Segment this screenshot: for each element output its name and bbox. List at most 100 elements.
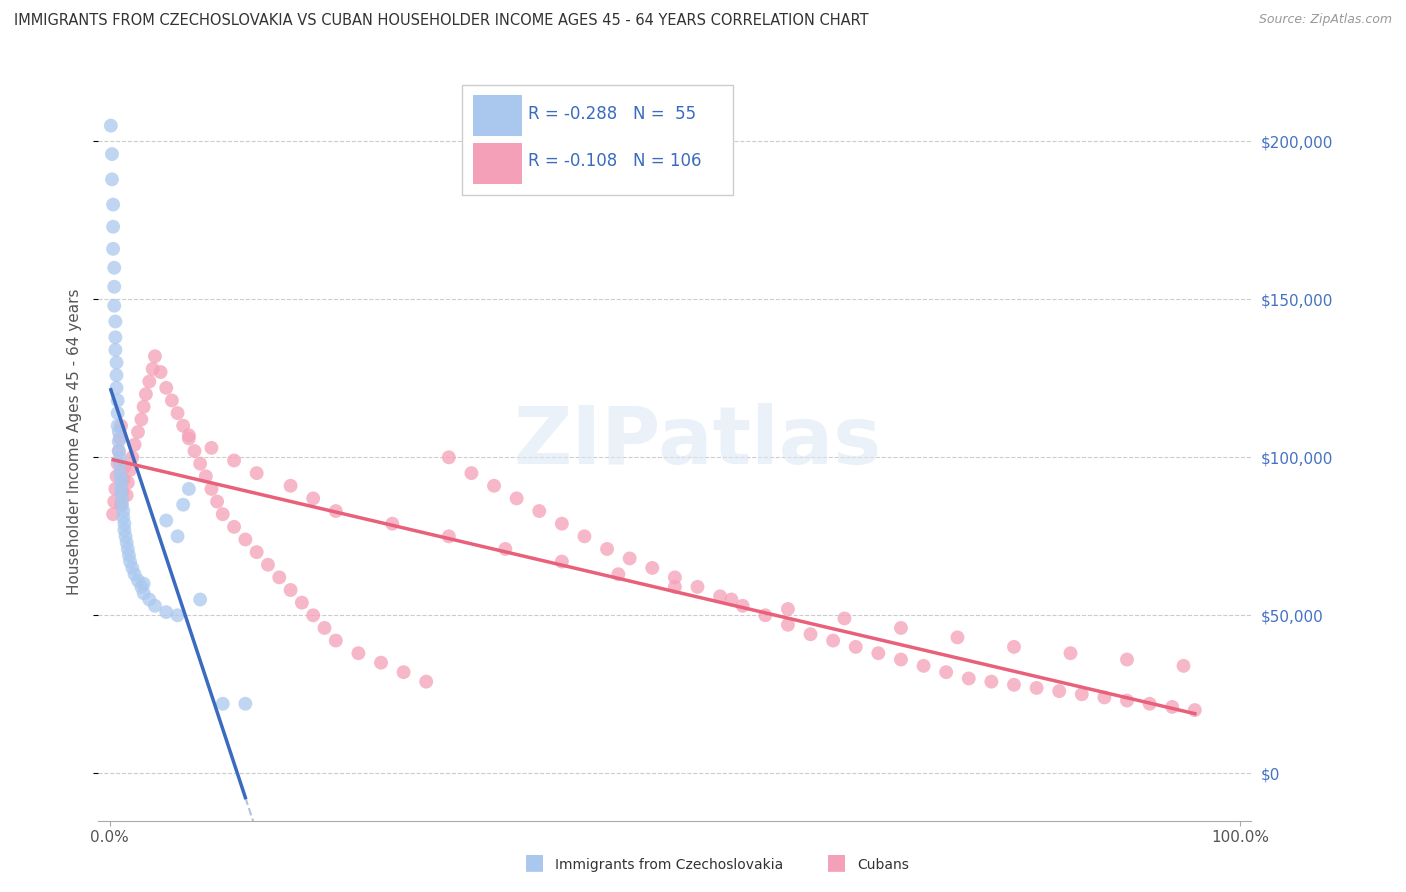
Point	[890, 621, 912, 635]
Point	[101, 219, 124, 234]
Point	[551, 516, 574, 531]
Point	[107, 444, 129, 458]
Point	[121, 450, 143, 465]
FancyBboxPatch shape	[461, 85, 733, 195]
Point	[177, 428, 200, 442]
Point	[101, 172, 124, 186]
Point	[1025, 681, 1047, 695]
Point	[437, 450, 460, 465]
Point	[131, 580, 153, 594]
Point	[112, 459, 135, 474]
Point	[302, 608, 325, 623]
Point	[142, 362, 165, 376]
Point	[415, 674, 437, 689]
Point	[868, 646, 890, 660]
Point	[101, 147, 124, 161]
Point	[1059, 646, 1081, 660]
Point	[1161, 699, 1184, 714]
Point	[935, 665, 957, 680]
Point	[107, 425, 129, 439]
Point	[107, 434, 129, 449]
Point	[112, 473, 135, 487]
Point	[205, 494, 228, 508]
Point	[1047, 684, 1070, 698]
Text: ■: ■	[827, 853, 846, 872]
Point	[235, 533, 257, 547]
Point	[149, 365, 172, 379]
Point	[172, 498, 194, 512]
Point	[664, 580, 686, 594]
Point	[135, 387, 157, 401]
Point	[641, 561, 664, 575]
Point	[110, 418, 132, 433]
Point	[107, 444, 129, 458]
Point	[280, 582, 302, 597]
Point	[280, 479, 302, 493]
Point	[1184, 703, 1206, 717]
FancyBboxPatch shape	[472, 143, 522, 184]
Point	[1116, 693, 1139, 707]
Text: ZIPatlas: ZIPatlas	[513, 402, 882, 481]
FancyBboxPatch shape	[472, 95, 522, 136]
Point	[105, 368, 128, 383]
Point	[100, 119, 122, 133]
Point	[183, 444, 205, 458]
Text: Source: ZipAtlas.com: Source: ZipAtlas.com	[1258, 13, 1392, 27]
Point	[107, 406, 129, 420]
Point	[1116, 652, 1139, 666]
Point	[845, 640, 868, 654]
Point	[946, 631, 969, 645]
Point	[101, 197, 124, 211]
Point	[291, 596, 314, 610]
Point	[709, 590, 731, 604]
Point	[132, 586, 155, 600]
Point	[112, 516, 135, 531]
Point	[172, 418, 194, 433]
Text: R = -0.288   N =  55: R = -0.288 N = 55	[529, 105, 696, 123]
Point	[103, 299, 125, 313]
Point	[381, 516, 404, 531]
Point	[132, 576, 155, 591]
Point	[103, 494, 125, 508]
Point	[120, 555, 142, 569]
Point	[101, 242, 124, 256]
Point	[155, 514, 177, 528]
Point	[121, 561, 143, 575]
Point	[166, 529, 188, 543]
Point	[188, 457, 211, 471]
Point	[107, 393, 129, 408]
Point	[104, 330, 127, 344]
Point	[108, 466, 131, 480]
Point	[686, 580, 709, 594]
Point	[104, 314, 127, 328]
Point	[302, 491, 325, 506]
Point	[246, 545, 269, 559]
Point	[619, 551, 641, 566]
Point	[731, 599, 754, 613]
Text: Cubans: Cubans	[858, 858, 910, 872]
Point	[194, 469, 217, 483]
Point	[1092, 690, 1115, 705]
Point	[127, 574, 149, 588]
Point	[257, 558, 280, 572]
Point	[392, 665, 415, 680]
Point	[235, 697, 257, 711]
Point	[200, 482, 222, 496]
Point	[1002, 640, 1025, 654]
Point	[551, 555, 574, 569]
Point	[103, 279, 125, 293]
Point	[370, 656, 392, 670]
Point	[117, 475, 139, 490]
Point	[890, 652, 912, 666]
Point	[104, 343, 127, 357]
Point	[105, 469, 128, 483]
Point	[269, 570, 291, 584]
Point	[127, 425, 149, 439]
Point	[1070, 687, 1092, 701]
Point	[107, 418, 129, 433]
Point	[155, 605, 177, 619]
Point	[110, 485, 132, 500]
Point	[246, 466, 269, 480]
Point	[143, 349, 166, 363]
Point	[115, 535, 138, 549]
